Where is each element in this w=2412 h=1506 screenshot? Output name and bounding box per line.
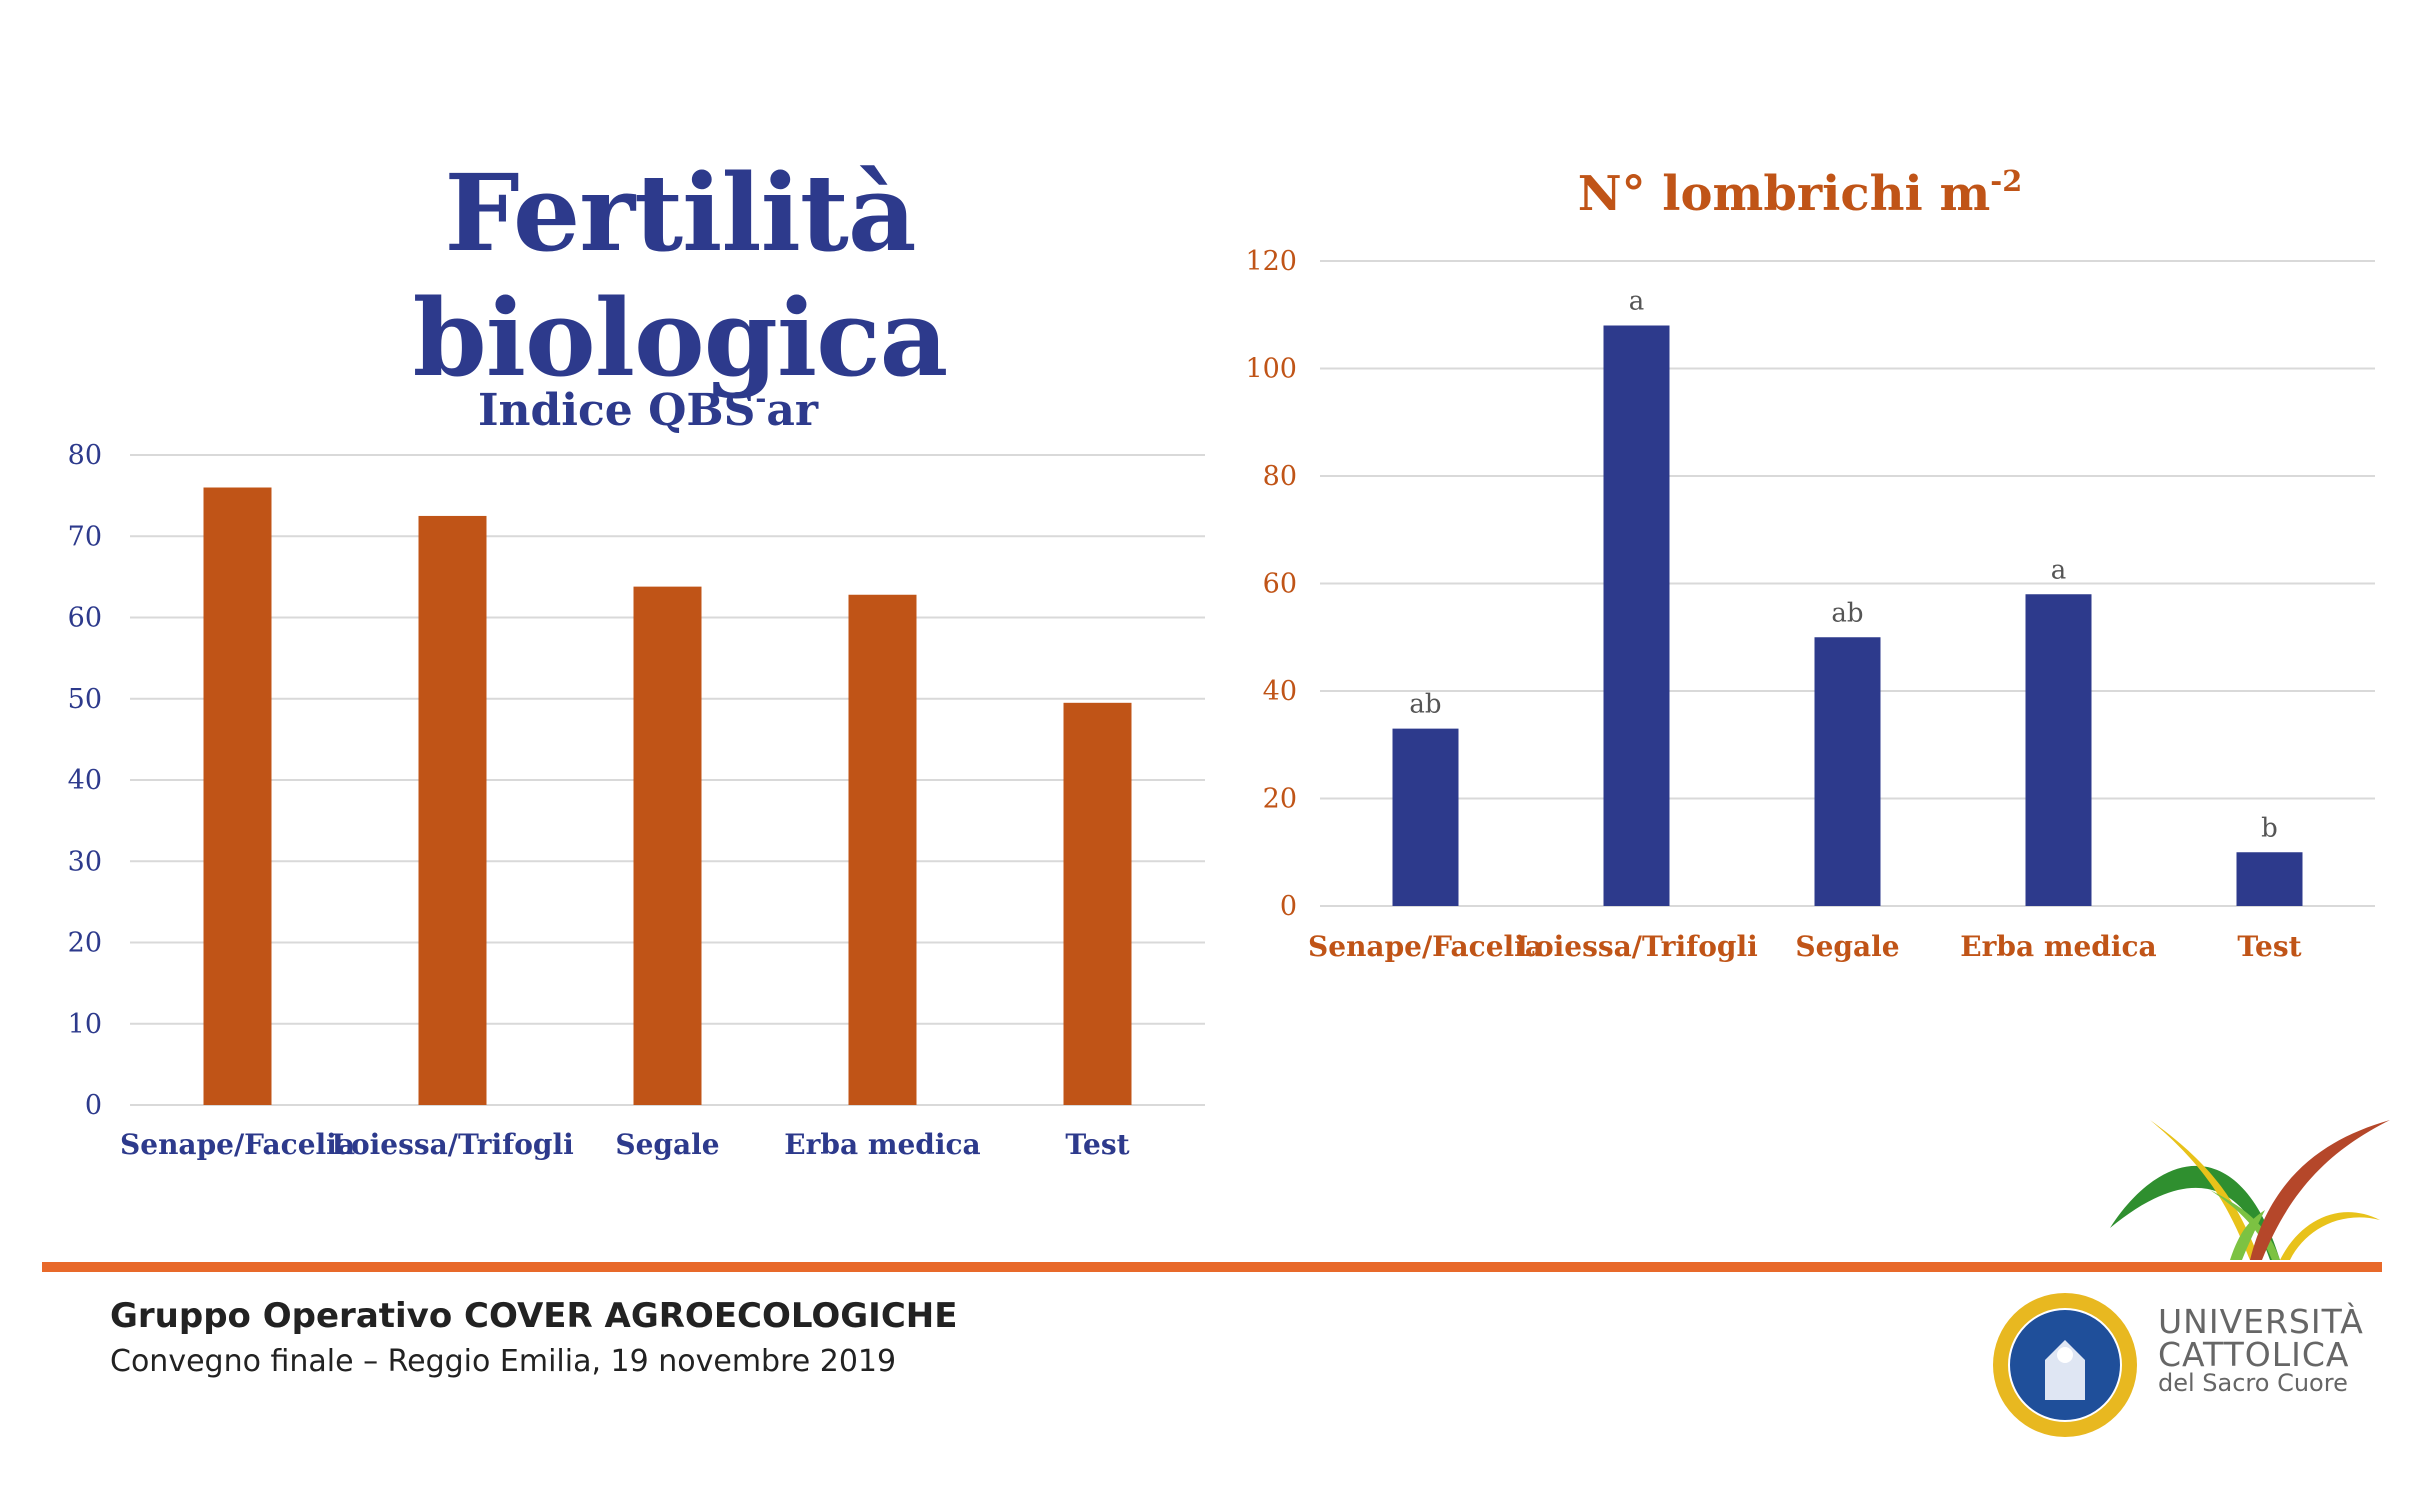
y-tick-label: 120 — [1245, 246, 1297, 277]
bar — [1814, 637, 1881, 906]
significance-label: a — [1629, 287, 1645, 317]
y-tick-label: 100 — [1245, 354, 1297, 385]
footer-rule — [42, 1262, 2382, 1272]
significance-label: b — [2261, 813, 2278, 843]
y-tick-label: 80 — [68, 440, 102, 471]
y-tick-label: 20 — [1263, 784, 1297, 815]
bar — [848, 594, 917, 1105]
y-tick-label: 70 — [68, 521, 102, 552]
category-label: Test — [2237, 930, 2301, 963]
category-label: Senape/Facelia — [120, 1128, 355, 1161]
slide-title: Fertilità biologica — [412, 150, 949, 400]
chart-title-text: Indice QBS — [478, 385, 755, 436]
category-label: Loiessa/Trifogli — [1515, 930, 1757, 963]
category-label: Segale — [615, 1128, 719, 1161]
chart-title-text: N° lombrichi m — [1578, 166, 1991, 222]
bar — [1392, 728, 1459, 906]
y-tick-label: 80 — [1263, 461, 1297, 492]
grass-logo-icon — [2110, 1120, 2390, 1260]
category-label: Loiessa/Trifogli — [331, 1128, 573, 1161]
y-tick-label: 0 — [1280, 891, 1297, 922]
bar — [1063, 702, 1132, 1105]
chart-title: N° lombrichi m-2 — [1578, 164, 2023, 222]
significance-label: ab — [1831, 598, 1863, 628]
category-label: Test — [1065, 1128, 1129, 1161]
footer-subtitle: Convegno finale – Reggio Emilia, 19 nove… — [110, 1344, 897, 1379]
y-tick-label: 30 — [68, 846, 102, 877]
bar — [203, 487, 272, 1105]
y-tick-label: 0 — [85, 1090, 102, 1121]
chart-title: Indice QBS-ar — [478, 383, 819, 436]
chart-title-superscript: - — [755, 383, 766, 414]
y-tick-label: 40 — [68, 765, 102, 796]
bar — [2025, 594, 2092, 906]
university-line2: CATTOLICA — [2158, 1335, 2350, 1374]
bar — [418, 515, 487, 1105]
y-tick-label: 60 — [1263, 569, 1297, 600]
y-tick-label: 40 — [1263, 676, 1297, 707]
university-line3: del Sacro Cuore — [2158, 1369, 2348, 1397]
category-label: Erba medica — [1960, 930, 2156, 963]
significance-label: ab — [1409, 690, 1441, 720]
bar — [1603, 325, 1670, 906]
category-label: Senape/Facelia — [1308, 930, 1543, 963]
footer-title: Gruppo Operativo COVER AGROECOLOGICHE — [110, 1296, 958, 1336]
y-tick-label: 10 — [68, 1009, 102, 1040]
bar — [633, 586, 702, 1105]
significance-label: a — [2051, 555, 2067, 585]
chart-title-superscript: -2 — [1990, 164, 2022, 198]
university-line1: UNIVERSITÀ — [2158, 1302, 2364, 1341]
category-label: Segale — [1795, 930, 1899, 963]
university-name: UNIVERSITÀ CATTOLICA del Sacro Cuore — [2158, 1305, 2364, 1395]
y-tick-label: 20 — [68, 928, 102, 959]
y-tick-label: 60 — [68, 603, 102, 634]
chart-title-text-end: ar — [766, 385, 819, 436]
bar — [2236, 852, 2303, 906]
university-seal-icon — [1993, 1293, 2137, 1437]
category-label: Erba medica — [784, 1128, 980, 1161]
y-tick-label: 50 — [68, 684, 102, 715]
